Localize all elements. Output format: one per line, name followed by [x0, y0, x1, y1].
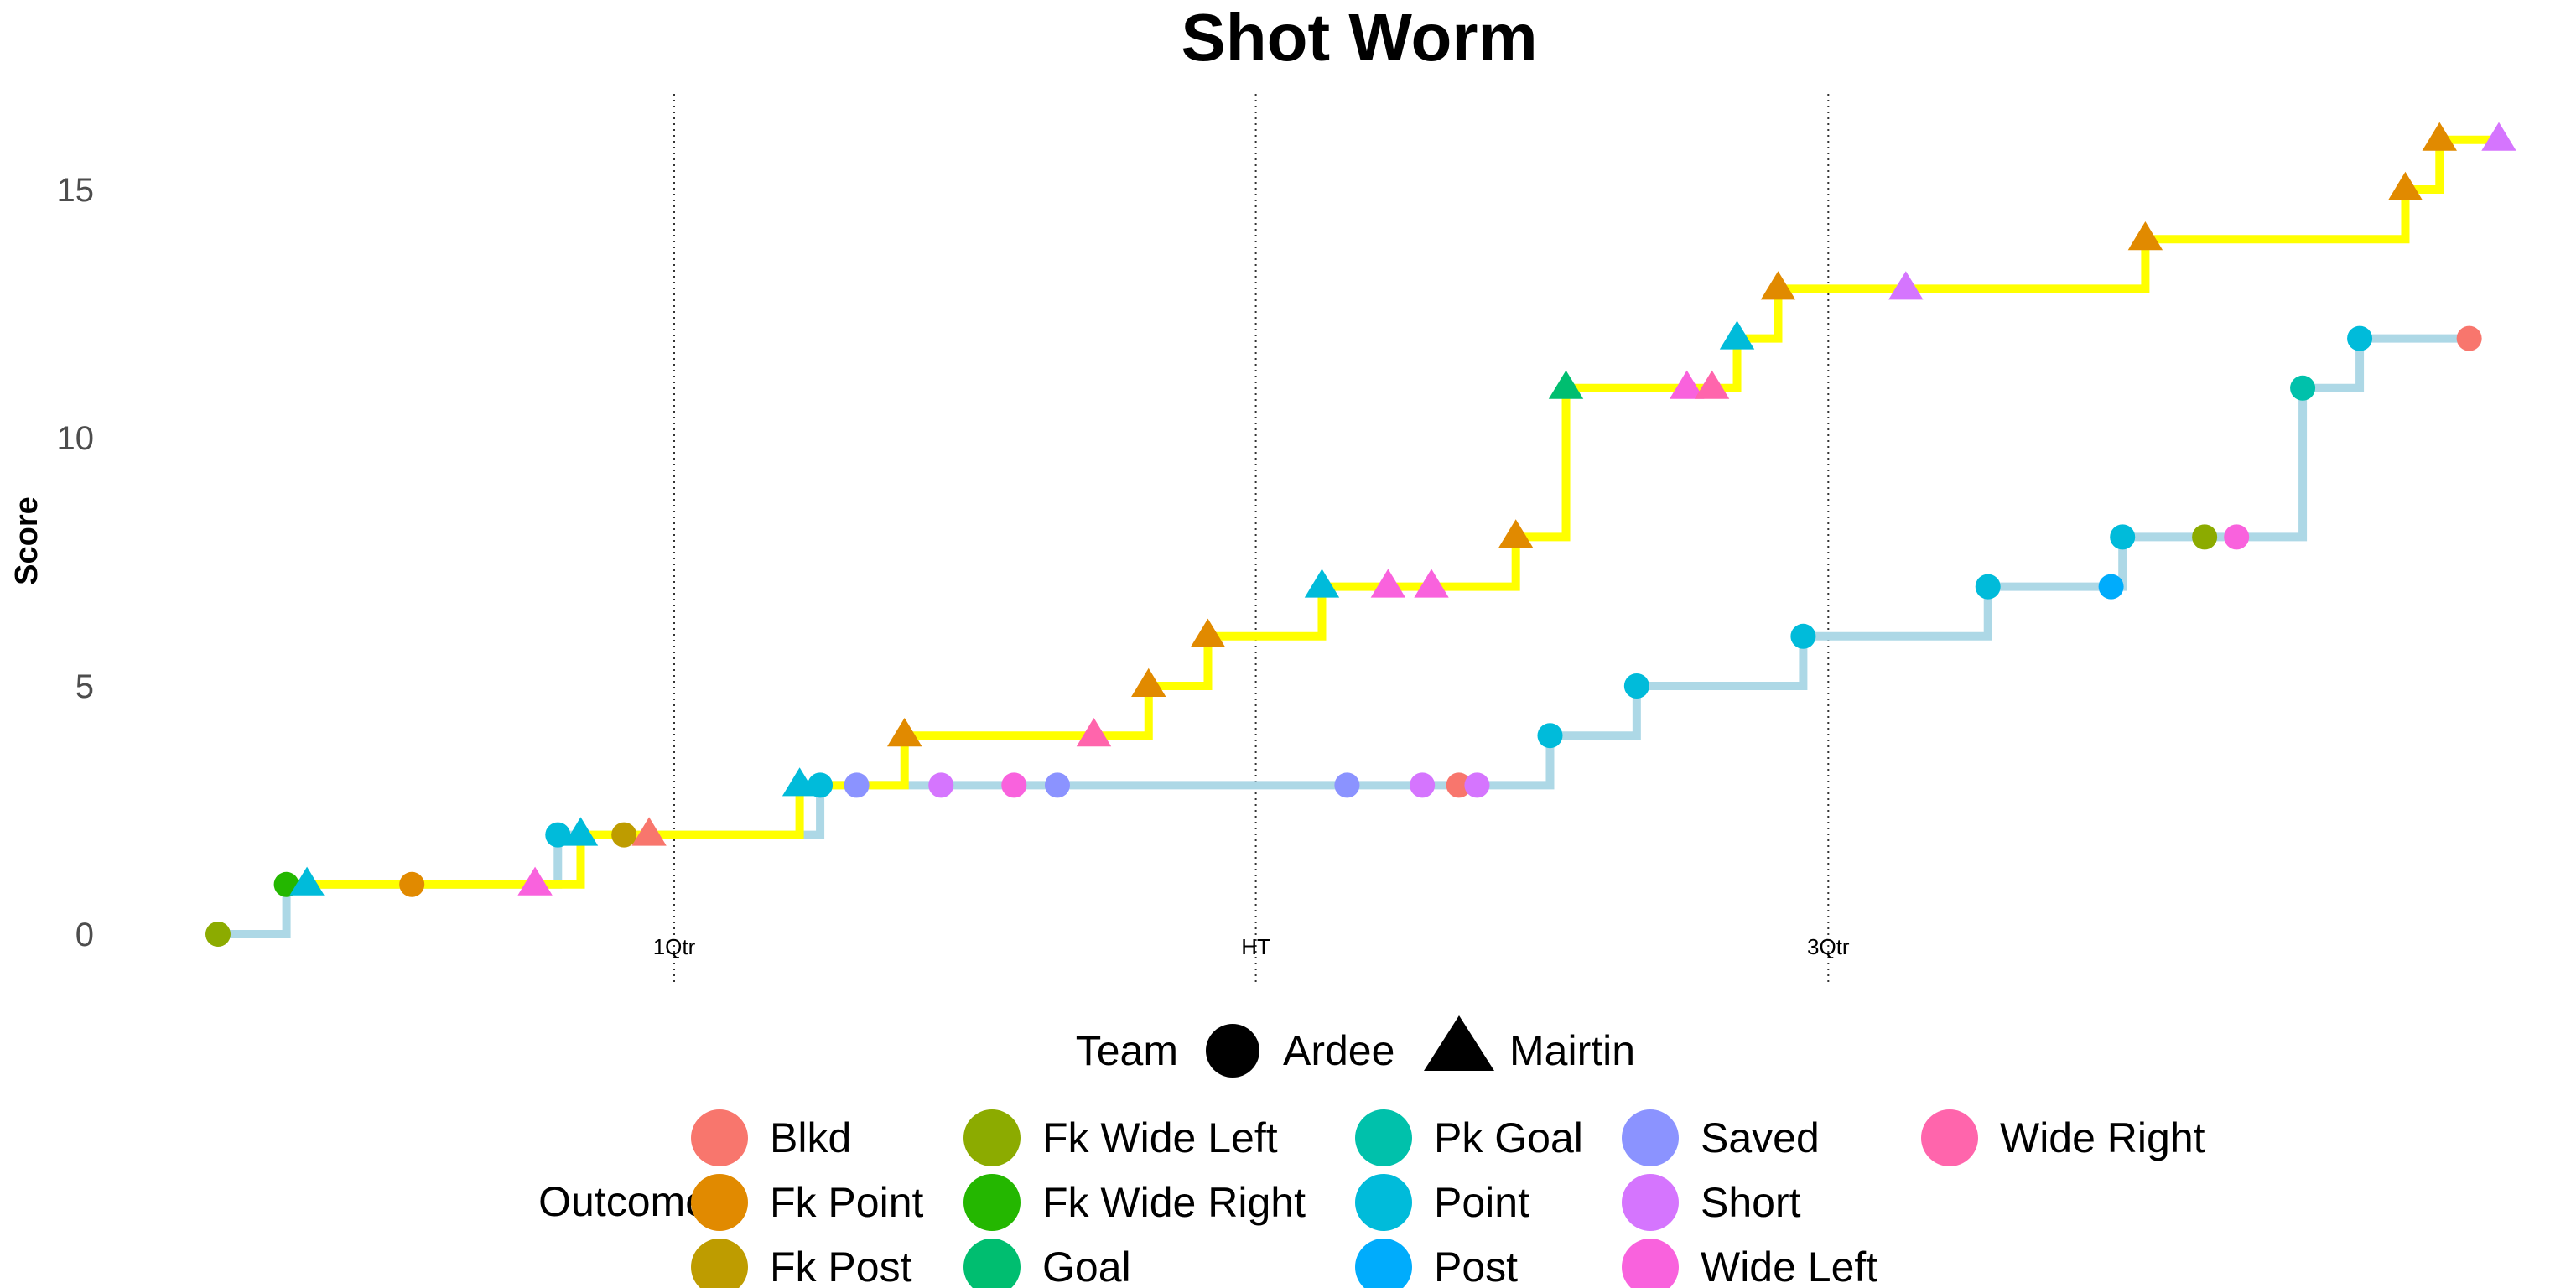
- legend-outcome-post-icon: [1355, 1239, 1412, 1288]
- legend-outcome-label-fk-wide-left: Fk Wide Left: [1042, 1114, 1278, 1161]
- point-mairtin-fk-point: [1760, 271, 1796, 300]
- y-axis-label: Score: [9, 496, 44, 585]
- point-mairtin-fk-point: [1190, 618, 1226, 647]
- legend-outcome-short-icon: [1622, 1174, 1679, 1231]
- chart-title: Shot Worm: [1181, 0, 1537, 75]
- point-mairtin-point: [1304, 569, 1340, 598]
- legend-outcome-title: Outcome: [538, 1178, 709, 1225]
- period-label-ht: HT: [1241, 934, 1270, 959]
- legend-outcome-fk-wide-left-icon: [963, 1109, 1021, 1166]
- point-ardee-point: [1790, 623, 1816, 649]
- legend-outcome-label-wide-left: Wide Left: [1701, 1244, 1877, 1288]
- point-mairtin-fk-point: [1131, 667, 1166, 697]
- point-mairtin-fk-point: [1498, 519, 1534, 548]
- point-mairtin-goal: [1548, 370, 1584, 399]
- point-mairtin-wide-left: [1370, 569, 1406, 598]
- point-ardee-point: [545, 822, 571, 848]
- point-ardee-post: [2098, 574, 2124, 600]
- legend-outcome-label-fk-point: Fk Point: [770, 1179, 924, 1226]
- legend-team-label-ardee: Ardee: [1283, 1027, 1394, 1074]
- legend-team-label-mairtin: Mairtin: [1509, 1027, 1635, 1074]
- point-mairtin-fk-point: [2127, 221, 2163, 251]
- legend-outcome-saved-icon: [1622, 1109, 1679, 1166]
- point-mairtin-point: [782, 767, 818, 797]
- legend-outcome-blkd-icon: [691, 1109, 748, 1166]
- period-label-1qtr: 1Qtr: [653, 934, 696, 959]
- y-tick-label: 0: [75, 917, 94, 953]
- legend-team: Team Ardee Mairtin: [1076, 1015, 1635, 1078]
- legend-outcome-pk-goal-icon: [1355, 1109, 1412, 1166]
- point-mairtin-short: [1888, 271, 1924, 300]
- point-mairtin-point: [289, 866, 325, 896]
- point-ardee-point: [1623, 673, 1649, 699]
- y-axis-ticks: 0 5 10 15: [57, 172, 95, 953]
- point-mairtin-wide-right: [1076, 717, 1112, 747]
- point-ardee-fk-point: [399, 871, 425, 897]
- point-ardee-saved: [844, 772, 870, 798]
- point-mairtin-wide-left: [517, 866, 553, 896]
- y-tick-label: 15: [57, 172, 95, 209]
- legend-outcome: Outcome Blkd Fk Point Fk Post Fk Wide Left Fk…: [538, 1109, 2205, 1288]
- legend-outcome-fk-post-icon: [691, 1239, 748, 1288]
- legend-team-ardee-icon: [1206, 1024, 1259, 1078]
- point-ardee-point: [2347, 325, 2373, 351]
- legend-outcome-goal-icon: [963, 1239, 1021, 1288]
- legend-outcome-label-short: Short: [1701, 1179, 1801, 1226]
- point-mairtin-fk-point: [2422, 122, 2457, 151]
- point-mairtin-wide-left: [1669, 370, 1705, 399]
- legend-outcome-label-blkd: Blkd: [770, 1114, 851, 1161]
- point-mairtin-wide-right: [1694, 370, 1730, 399]
- point-mairtin-fk-point: [2387, 171, 2423, 200]
- legend-team-mairtin-icon: [1424, 1015, 1494, 1071]
- legend-outcome-label-fk-post: Fk Post: [770, 1244, 912, 1288]
- y-tick-label: 10: [57, 420, 95, 457]
- point-ardee-wide-left: [1001, 772, 1027, 798]
- point-ardee-saved: [1044, 772, 1070, 798]
- point-ardee-pk-goal: [2290, 375, 2316, 401]
- point-ardee-blkd: [1446, 772, 1472, 798]
- legend-outcome-wide-right-icon: [1921, 1109, 1978, 1166]
- point-ardee-fk-post: [611, 822, 637, 848]
- legend-outcome-label-saved: Saved: [1701, 1114, 1820, 1161]
- legend-outcome-label-wide-right: Wide Right: [2000, 1114, 2205, 1161]
- point-ardee-fk-wide-left: [2192, 524, 2218, 550]
- series-lines: [218, 135, 2499, 938]
- point-ardee-short: [928, 772, 954, 798]
- legend-outcome-point-icon: [1355, 1174, 1412, 1231]
- point-mairtin-wide-left: [1414, 569, 1449, 598]
- point-ardee-point: [1537, 723, 1563, 749]
- legend-outcome-fk-wide-right-icon: [963, 1174, 1021, 1231]
- y-tick-label: 5: [75, 668, 94, 705]
- point-ardee-point: [1975, 574, 2001, 600]
- point-mairtin-point: [1719, 320, 1755, 350]
- legend-outcome-label-post: Post: [1434, 1244, 1518, 1288]
- legend-outcome-fk-point-icon: [691, 1174, 748, 1231]
- point-ardee-short: [1464, 772, 1490, 798]
- series-points: [205, 122, 2516, 947]
- point-mairtin-short: [2481, 122, 2516, 151]
- point-ardee-fk-wide-left: [205, 922, 231, 947]
- legend-outcome-label-pk-goal: Pk Goal: [1434, 1114, 1583, 1161]
- point-ardee-blkd: [2456, 325, 2482, 351]
- point-mairtin-point: [563, 817, 599, 846]
- point-ardee-short: [1410, 772, 1436, 798]
- point-ardee-saved: [1334, 772, 1360, 798]
- point-ardee-point: [2110, 524, 2136, 550]
- legend-outcome-label-fk-wide-right: Fk Wide Right: [1042, 1179, 1306, 1226]
- legend-team-title: Team: [1076, 1027, 1178, 1074]
- period-label-3qtr: 3Qtr: [1807, 934, 1850, 959]
- legend-outcome-label-point: Point: [1434, 1179, 1530, 1226]
- period-markers: 1Qtr HT 3Qtr: [653, 94, 1850, 983]
- series-line-mairtin: [307, 135, 2499, 889]
- legend-outcome-wide-left-icon: [1622, 1239, 1679, 1288]
- point-mairtin-blkd: [631, 817, 667, 846]
- legend: Team Ardee Mairtin Outcome Blkd Fk Point Fk P…: [538, 1015, 2205, 1288]
- point-ardee-wide-left: [2224, 524, 2250, 550]
- point-mairtin-fk-point: [887, 717, 922, 747]
- legend-outcome-label-goal: Goal: [1042, 1244, 1131, 1288]
